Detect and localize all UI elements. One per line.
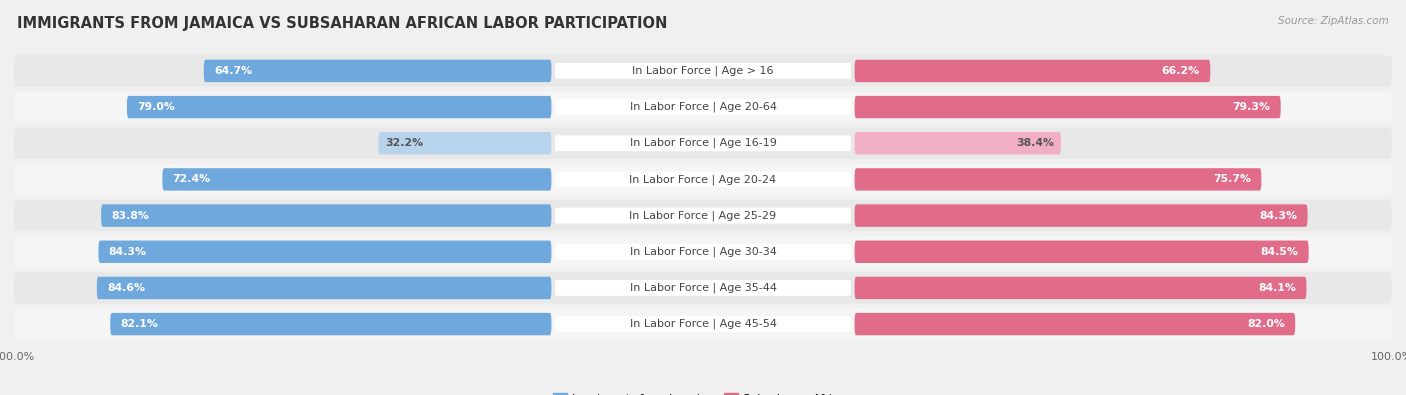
Text: 84.3%: 84.3%: [108, 247, 146, 257]
FancyBboxPatch shape: [555, 135, 851, 151]
Text: In Labor Force | Age 45-54: In Labor Force | Age 45-54: [630, 319, 776, 329]
Text: In Labor Force | Age 20-64: In Labor Force | Age 20-64: [630, 102, 776, 112]
FancyBboxPatch shape: [14, 236, 1392, 267]
FancyBboxPatch shape: [110, 313, 551, 335]
Text: 82.1%: 82.1%: [121, 319, 159, 329]
FancyBboxPatch shape: [14, 200, 1392, 231]
Text: In Labor Force | Age > 16: In Labor Force | Age > 16: [633, 66, 773, 76]
FancyBboxPatch shape: [555, 99, 851, 115]
Text: 79.0%: 79.0%: [138, 102, 176, 112]
Text: In Labor Force | Age 30-34: In Labor Force | Age 30-34: [630, 246, 776, 257]
Text: 84.6%: 84.6%: [107, 283, 145, 293]
FancyBboxPatch shape: [14, 164, 1392, 195]
FancyBboxPatch shape: [14, 308, 1392, 340]
FancyBboxPatch shape: [378, 132, 551, 154]
FancyBboxPatch shape: [97, 277, 551, 299]
FancyBboxPatch shape: [98, 241, 551, 263]
FancyBboxPatch shape: [162, 168, 551, 191]
Text: 84.3%: 84.3%: [1260, 211, 1298, 220]
FancyBboxPatch shape: [555, 171, 851, 187]
Text: In Labor Force | Age 16-19: In Labor Force | Age 16-19: [630, 138, 776, 149]
FancyBboxPatch shape: [101, 204, 551, 227]
FancyBboxPatch shape: [855, 204, 1308, 227]
Text: 82.0%: 82.0%: [1247, 319, 1285, 329]
FancyBboxPatch shape: [855, 132, 1062, 154]
FancyBboxPatch shape: [855, 168, 1261, 191]
Text: 84.1%: 84.1%: [1258, 283, 1296, 293]
Text: In Labor Force | Age 20-24: In Labor Force | Age 20-24: [630, 174, 776, 185]
Text: 38.4%: 38.4%: [1017, 138, 1054, 148]
Text: 32.2%: 32.2%: [385, 138, 423, 148]
Text: 84.5%: 84.5%: [1260, 247, 1298, 257]
FancyBboxPatch shape: [14, 273, 1392, 303]
FancyBboxPatch shape: [855, 313, 1295, 335]
FancyBboxPatch shape: [855, 96, 1281, 118]
Text: 79.3%: 79.3%: [1233, 102, 1271, 112]
FancyBboxPatch shape: [555, 63, 851, 79]
FancyBboxPatch shape: [855, 60, 1211, 82]
Text: 72.4%: 72.4%: [173, 175, 211, 184]
FancyBboxPatch shape: [204, 60, 551, 82]
Text: 66.2%: 66.2%: [1161, 66, 1199, 76]
FancyBboxPatch shape: [855, 241, 1309, 263]
Text: 75.7%: 75.7%: [1213, 175, 1251, 184]
Legend: Immigrants from Jamaica, Subsaharan African: Immigrants from Jamaica, Subsaharan Afri…: [550, 389, 856, 395]
Text: 83.8%: 83.8%: [111, 211, 149, 220]
FancyBboxPatch shape: [127, 96, 551, 118]
Text: Source: ZipAtlas.com: Source: ZipAtlas.com: [1278, 16, 1389, 26]
Text: 64.7%: 64.7%: [214, 66, 252, 76]
FancyBboxPatch shape: [14, 55, 1392, 87]
FancyBboxPatch shape: [555, 280, 851, 296]
FancyBboxPatch shape: [555, 316, 851, 332]
Text: IMMIGRANTS FROM JAMAICA VS SUBSAHARAN AFRICAN LABOR PARTICIPATION: IMMIGRANTS FROM JAMAICA VS SUBSAHARAN AF…: [17, 16, 668, 31]
FancyBboxPatch shape: [855, 277, 1306, 299]
FancyBboxPatch shape: [555, 244, 851, 260]
FancyBboxPatch shape: [555, 208, 851, 224]
Text: In Labor Force | Age 25-29: In Labor Force | Age 25-29: [630, 210, 776, 221]
Text: In Labor Force | Age 35-44: In Labor Force | Age 35-44: [630, 283, 776, 293]
FancyBboxPatch shape: [14, 92, 1392, 122]
FancyBboxPatch shape: [14, 128, 1392, 159]
